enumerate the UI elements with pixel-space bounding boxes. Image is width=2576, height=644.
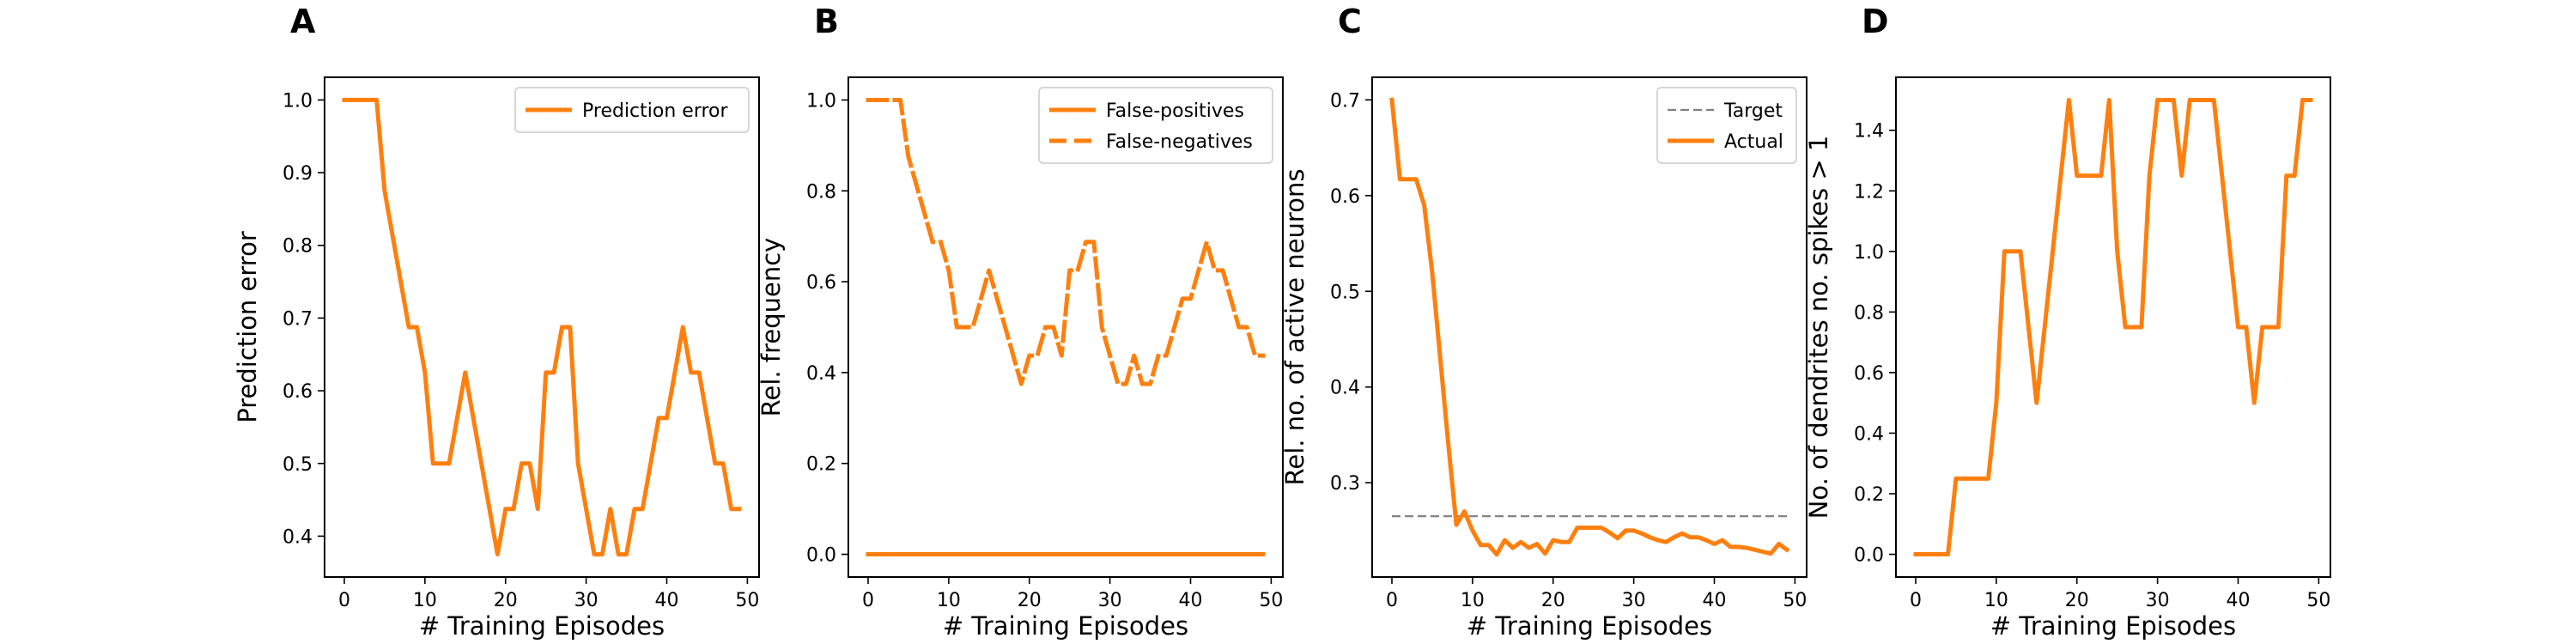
y-tick-label: 0.4: [806, 363, 836, 385]
y-tick-label: 0.6: [1330, 186, 1360, 208]
x-tick-label: 20: [2065, 590, 2089, 611]
x-axis-label: # Training Episodes: [943, 611, 1188, 641]
x-tick-label: 0: [1910, 590, 1922, 611]
x-tick-label: 50: [1783, 590, 1807, 611]
y-tick-label: 0.6: [1854, 363, 1884, 385]
legend-box: [1656, 87, 1797, 164]
legend-box: [1038, 87, 1273, 164]
y-tick-label: 0.4: [1330, 378, 1360, 399]
y-tick-label: 0.7: [1330, 90, 1360, 112]
x-tick-label: 0: [338, 590, 350, 611]
legend-label: False-negatives: [1106, 131, 1253, 153]
y-tick-label: 0.4: [1854, 423, 1884, 445]
y-tick-label: 0.7: [283, 308, 313, 330]
panel-letter: D: [1862, 3, 1889, 40]
axes-frame: [1895, 76, 2331, 578]
y-tick-label: 0.5: [283, 454, 313, 476]
y-tick-label: 1.0: [806, 90, 836, 112]
x-tick-label: 40: [655, 590, 679, 611]
legend-label: Prediction error: [582, 100, 728, 122]
x-tick-label: 30: [1622, 590, 1646, 611]
panel-letter: C: [1338, 3, 1362, 40]
x-tick-label: 10: [1984, 590, 2008, 611]
x-tick-label: 10: [413, 590, 437, 611]
legend-box: [514, 87, 750, 133]
panel-b: B 0 10 20 30 40 50 0.0 0.2 0.4 0.6 0.8 1.0 # Training…: [756, 3, 1284, 641]
x-tick-label: 30: [2146, 590, 2170, 611]
x-tick-label: 40: [1703, 590, 1727, 611]
x-tick-label: 30: [574, 590, 598, 611]
y-tick-label: 0.6: [283, 381, 313, 403]
y-tick-label: 0.8: [806, 181, 836, 203]
x-axis-label: # Training Episodes: [1990, 611, 2236, 641]
y-tick-label: 1.4: [1854, 121, 1884, 143]
y-tick-label: 0.2: [1854, 484, 1884, 506]
x-tick-label: 20: [1541, 590, 1565, 611]
y-tick-label: 1.0: [1854, 242, 1884, 264]
x-tick-label: 0: [862, 590, 874, 611]
series-line-false-negatives: [866, 98, 1266, 386]
legend: False-positives False-negatives: [1038, 87, 1273, 164]
axes-frame: [1371, 76, 1807, 578]
x-axis-label: # Training Episodes: [419, 611, 665, 641]
y-tick-label: 0.3: [1330, 473, 1360, 495]
y-axis-label: Prediction error: [233, 231, 262, 423]
series-line-prediction-error: [342, 97, 742, 557]
y-tick-label: 0.5: [1330, 282, 1360, 303]
y-tick-label: 1.2: [1854, 181, 1884, 203]
y-tick-label: 0.0: [806, 545, 836, 567]
legend-label: False-positives: [1106, 100, 1244, 122]
x-tick-label: 10: [937, 590, 961, 611]
y-tick-label: 0.6: [806, 272, 836, 294]
y-tick-label: 0.0: [1854, 545, 1884, 567]
axes-frame: [848, 76, 1284, 578]
y-axis-label: Rel. no. of active neurons: [1280, 169, 1309, 486]
y-tick-label: 0.9: [283, 163, 313, 185]
legend-label: Target: [1723, 100, 1783, 122]
y-axis-label: Rel. frequency: [756, 238, 786, 417]
x-tick-label: 30: [1098, 590, 1122, 611]
x-tick-label: 20: [1018, 590, 1042, 611]
y-axis-label: No. of dendrites no. spikes > 1: [1804, 136, 1833, 519]
x-tick-label: 40: [1179, 590, 1203, 611]
y-tick-label: 0.8: [1854, 302, 1884, 324]
x-tick-label: 50: [2306, 590, 2330, 611]
panel-d: D 0 10 20 30 40 50 0.0 0.2 0.4 0.6 0.8 1.0 1.2 1.4 # Tr…: [1804, 3, 2331, 641]
panel-letter: B: [814, 3, 839, 40]
x-tick-label: 20: [494, 590, 518, 611]
legend: Prediction error: [514, 87, 750, 133]
x-tick-label: 0: [1386, 590, 1398, 611]
y-tick-label: 0.2: [806, 454, 836, 476]
series-line-actual: [1389, 97, 1790, 557]
y-tick-label: 0.8: [283, 236, 313, 258]
x-tick-label: 50: [1259, 590, 1283, 611]
x-axis-label: # Training Episodes: [1467, 611, 1712, 641]
legend-label: Actual: [1724, 131, 1783, 153]
panel-letter: A: [290, 3, 316, 40]
y-tick-label: 0.4: [283, 526, 313, 548]
series-line-dendrites: [1913, 98, 2313, 556]
panel-a: A 0 10 20 30 40 50 0.4 0.5 0.6 0.7 0.8 0.9 1.0 # Train…: [233, 3, 760, 641]
axes-frame: [324, 76, 760, 578]
panel-c: C 0 10 20 30 40 50 0.3 0.4 0.5 0.6 0.7 # Training Ep…: [1280, 3, 1807, 641]
x-tick-label: 10: [1461, 590, 1485, 611]
y-tick-label: 1.0: [283, 90, 313, 112]
legend: Target Actual: [1656, 87, 1797, 164]
x-tick-label: 50: [735, 590, 759, 611]
x-tick-label: 40: [2227, 590, 2251, 611]
